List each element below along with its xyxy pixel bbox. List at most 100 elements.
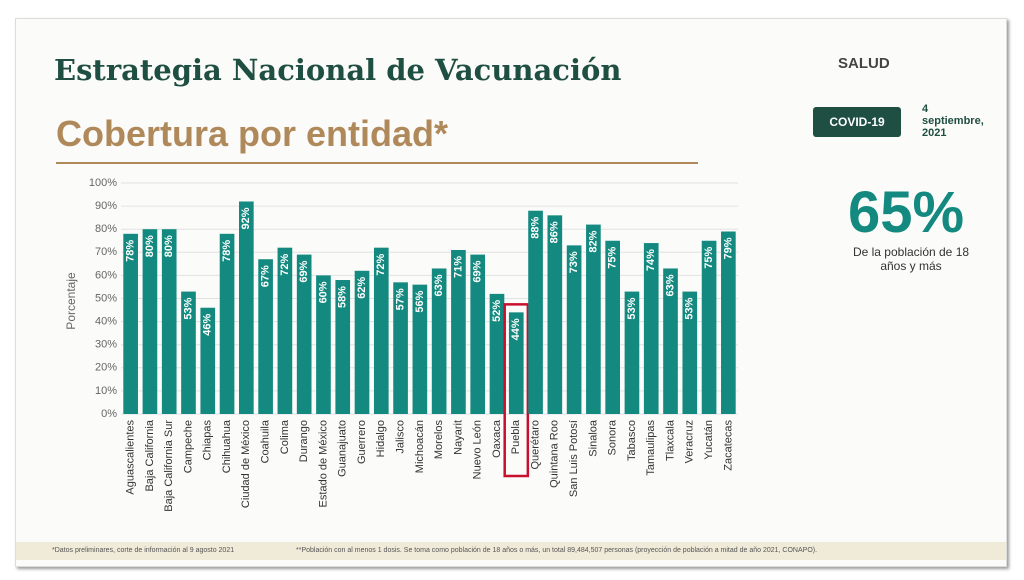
bar: [663, 268, 678, 414]
bar: [239, 201, 254, 414]
value-label: 58%: [337, 286, 349, 308]
x-tick-label: Tlaxcala: [664, 419, 676, 461]
x-tick-label: Zacatecas: [722, 420, 734, 471]
x-tick-label: Sinaloa: [587, 419, 599, 457]
x-tick-label: Querétaro: [529, 420, 541, 470]
value-label: 46%: [202, 314, 214, 336]
date: 4 septiembre, 2021: [922, 103, 984, 139]
bar: [605, 240, 620, 414]
x-tick-label: Tabasco: [626, 420, 638, 461]
value-label: 62%: [356, 277, 368, 299]
x-tick-label: Coahuila: [260, 419, 272, 463]
x-tick-label: Oaxaca: [491, 419, 503, 458]
x-tick-label: Chihuahua: [221, 419, 233, 473]
x-tick-label: Baja California: [144, 419, 156, 491]
value-label: 63%: [433, 274, 445, 296]
bar: [296, 254, 312, 414]
x-tick-label: Estado de México: [317, 420, 329, 507]
stat-caption: De la población de 18 años y más: [852, 245, 970, 273]
x-tick-label: Veracruz: [684, 420, 696, 463]
value-label: 60%: [317, 281, 329, 303]
x-tick-label: Campeche: [182, 420, 194, 473]
x-tick-label: Jalisco: [394, 420, 406, 454]
y-tick-label: 50%: [95, 292, 117, 304]
x-tick-label: Quintana Roo: [549, 420, 561, 488]
subtitle: Cobertura por entidad*: [56, 113, 449, 154]
bar: [123, 233, 138, 414]
y-tick-label: 80%: [95, 223, 117, 235]
y-tick-label: 40%: [95, 316, 117, 328]
chart: Porcentaje 0% 10% 20% 30% 40% 50% 60% 70% 80% 90%…: [64, 177, 738, 512]
x-tick-label: Sonora: [607, 419, 619, 455]
value-label: 73%: [568, 251, 580, 273]
y-tick-label: 10%: [95, 385, 117, 397]
value-label: 80%: [144, 235, 156, 257]
bar: [373, 247, 389, 414]
value-label: 44%: [510, 318, 522, 340]
bar: [354, 270, 370, 414]
bar: [528, 210, 543, 414]
bar: [489, 293, 505, 414]
value-label: 53%: [182, 297, 194, 319]
y-tick-label: 60%: [95, 269, 117, 281]
x-tick-label: Puebla: [510, 419, 522, 454]
bar: [566, 245, 582, 414]
value-label: 75%: [607, 247, 619, 269]
bar: [682, 291, 698, 414]
bar: [547, 215, 563, 414]
value-label: 52%: [491, 300, 503, 322]
bar: [586, 224, 601, 414]
bar: [701, 240, 717, 414]
y-axis-label: Porcentaje: [64, 272, 78, 330]
bar: [219, 233, 235, 414]
x-tick-label: Guanajuato: [337, 420, 349, 477]
x-tick-label: Chiapas: [202, 420, 214, 461]
footnote: *Datos preliminares, corte de informació…: [52, 547, 235, 554]
big-stat: 65%: [847, 180, 965, 245]
bar: [431, 268, 447, 414]
value-label: 78%: [221, 240, 233, 262]
bar: [200, 307, 216, 414]
value-label: 75%: [703, 247, 715, 269]
value-label: 79%: [722, 237, 734, 259]
bar: [335, 280, 351, 414]
footnote: **Población con al menos 1 dosis. Se tom…: [296, 547, 818, 554]
value-label: 78%: [125, 240, 137, 262]
value-label: 69%: [472, 260, 484, 282]
x-tick-label: Hidalgo: [375, 420, 387, 457]
value-label: 92%: [240, 207, 252, 229]
slide: Estrategia Nacional de Vacunación Cobert…: [15, 18, 1007, 567]
bar: [258, 259, 273, 414]
bar: [393, 282, 408, 414]
x-tick-label: Nayarit: [452, 420, 464, 455]
bar: [624, 291, 640, 414]
value-label: 67%: [260, 265, 272, 287]
badge: COVID-19: [813, 107, 901, 137]
value-label: 63%: [664, 274, 676, 296]
value-label: 71%: [452, 256, 464, 278]
title: Estrategia Nacional de Vacunación: [54, 53, 622, 87]
footer: *Datos preliminares, corte de informació…: [16, 542, 1006, 560]
x-tick-label: Nuevo León: [472, 420, 484, 479]
bar: [161, 229, 177, 414]
x-tick-label: Aguascalientes: [125, 420, 137, 495]
highlight-box: [503, 303, 530, 478]
value-label: 80%: [163, 235, 175, 257]
value-label: 74%: [645, 249, 657, 271]
y-tick-label: 20%: [95, 362, 117, 374]
x-tick-label: Colima: [279, 419, 291, 454]
value-label: 82%: [587, 230, 599, 252]
value-label: 53%: [684, 297, 696, 319]
bar: [508, 312, 524, 414]
bar: [181, 291, 196, 414]
value-label: 56%: [414, 290, 426, 312]
bar: [470, 254, 486, 414]
bar: [412, 284, 428, 414]
value-label: 72%: [279, 253, 291, 275]
x-tick-label: Durango: [298, 420, 310, 462]
bar: [277, 247, 293, 414]
x-tick-label: Morelos: [433, 420, 445, 460]
value-label: 72%: [375, 253, 387, 275]
rule: [56, 162, 698, 164]
